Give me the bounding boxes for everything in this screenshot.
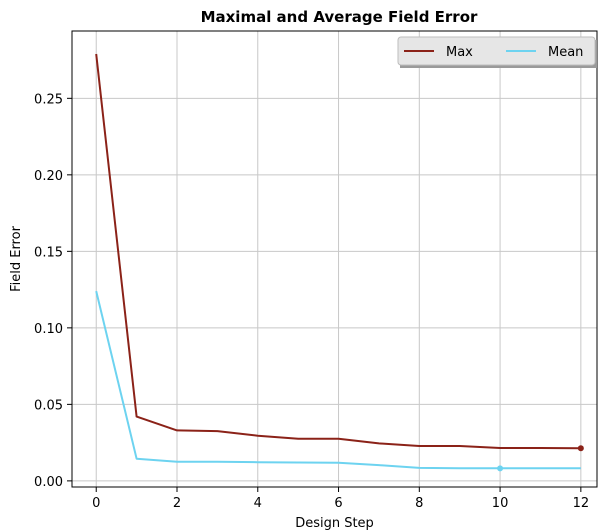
y-tick-label: 0.05 [34, 398, 63, 413]
x-tick-label: 6 [334, 496, 342, 511]
plot-frame [71, 30, 598, 488]
x-axis-title: Design Step [295, 516, 374, 531]
y-tick-label: 0.00 [34, 475, 63, 490]
grid [72, 31, 597, 487]
series-point-mean [497, 465, 504, 472]
y-tick-label: 0.25 [34, 92, 63, 107]
x-tick-label: 0 [92, 496, 100, 511]
y-tick-label: 0.20 [34, 169, 63, 184]
x-tick-label: 2 [173, 496, 181, 511]
series-line-max [95, 53, 581, 450]
series-lines [95, 53, 584, 472]
y-tick-label: 0.10 [34, 322, 63, 337]
legend-label-mean: Mean [548, 45, 583, 60]
series-point-max [577, 445, 584, 452]
axis-ticks: 0 2 4 6 8 10 12 0.00 0.05 0.10 0.15 0.20 0.25 [34, 92, 589, 511]
x-tick-label: 12 [573, 496, 590, 511]
y-tick-label: 0.15 [34, 245, 63, 260]
legend-items: Max Mean [404, 45, 583, 60]
chart-title: Maximal and Average Field Error [201, 8, 478, 26]
y-axis-title: Field Error [9, 225, 24, 291]
legend-box [397, 36, 596, 66]
x-tick-label: 10 [492, 496, 509, 511]
x-tick-label: 4 [254, 496, 262, 511]
x-tick-label: 8 [415, 496, 423, 511]
legend-label-max: Max [446, 45, 473, 60]
legend: Max Mean [397, 36, 597, 68]
